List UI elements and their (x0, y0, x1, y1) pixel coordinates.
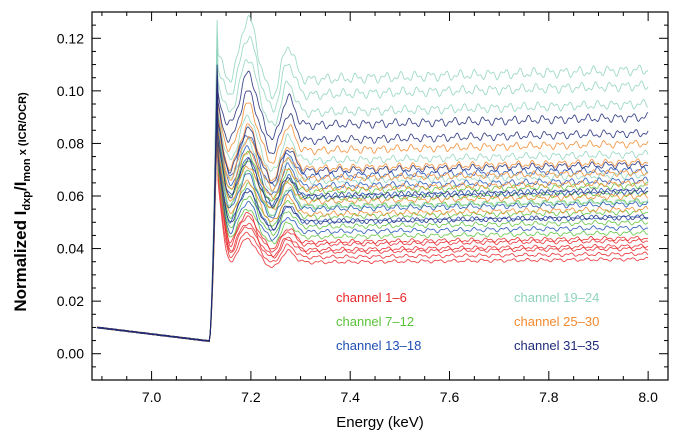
legend-entry: channel 31–35 (514, 338, 599, 353)
y-axis-label: Normalized Idxp/Imon x (ICR/OCR) (11, 92, 33, 312)
y-axis-label-suffix: x (ICR/OCR) (17, 92, 29, 158)
y-tick-label: 0.12 (57, 30, 84, 46)
x-tick-label: 7.0 (142, 389, 162, 405)
y-tick-label: 0.02 (57, 293, 84, 309)
series-line (96, 64, 649, 343)
legend: channel 1–6 channel 7–12 channel 13–18 chan… (336, 290, 599, 353)
legend-entry: channel 7–12 (336, 314, 414, 329)
y-axis-label-prefix: Normalized I (11, 211, 30, 312)
legend-entry: channel 25–30 (514, 314, 599, 329)
x-tick-label: 7.6 (440, 389, 460, 405)
plot-area: 7.0 7.2 7.4 7.6 7.8 8.0 0.00 0.02 0.04 0.06 0.08 0.… (57, 11, 669, 405)
x-axis-label: Energy (keV) (336, 414, 424, 431)
y-tick-label: 0.10 (57, 83, 84, 99)
series-line (96, 106, 649, 342)
y-tick-label: 0.00 (57, 346, 84, 362)
legend-entry: channel 19–24 (514, 290, 599, 305)
series-layer (96, 14, 649, 343)
y-tick-label: 0.06 (57, 188, 84, 204)
legend-entry: channel 13–18 (336, 338, 421, 353)
x-tick-label: 8.0 (638, 389, 658, 405)
legend-entry: channel 1–6 (336, 290, 407, 305)
y-tick-label: 0.08 (57, 135, 84, 151)
x-tick-label: 7.8 (539, 389, 559, 405)
y-axis-label-sub1: dxp (21, 191, 33, 211)
y-axis-label-sub2: mon (21, 158, 33, 182)
x-tick-label: 7.2 (241, 389, 261, 405)
x-tick-label: 7.4 (340, 389, 360, 405)
y-axis-label-mid: /I (11, 182, 30, 191)
axis-ticks: 7.0 7.2 7.4 7.6 7.8 8.0 0.00 0.02 0.04 0.06 0.08 0.… (57, 11, 668, 405)
y-tick-label: 0.04 (57, 241, 84, 257)
